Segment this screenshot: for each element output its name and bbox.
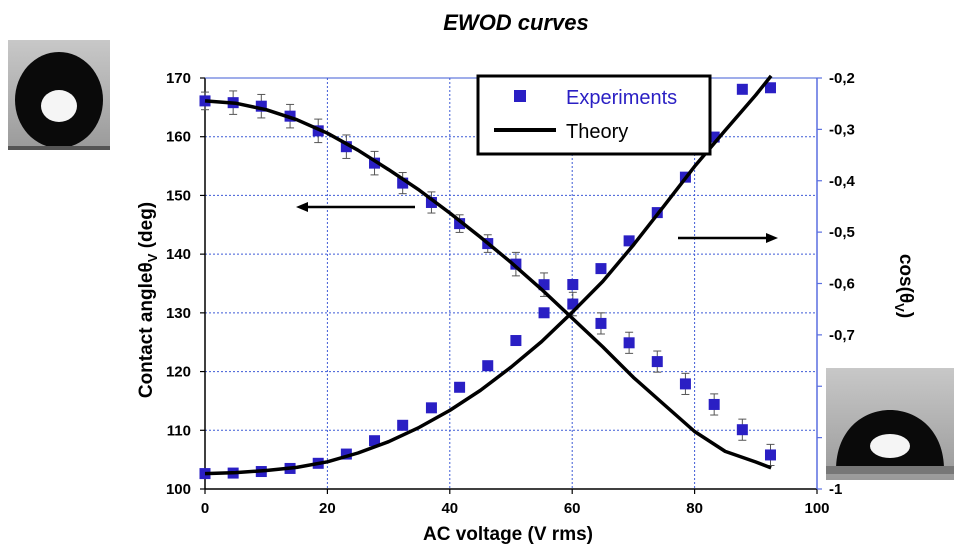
data-point-left [623,337,635,349]
x-tick-label: 80 [686,500,703,517]
chart-title: EWOD curves [443,10,589,35]
x-axis-title: AC voltage (V rms) [423,524,593,545]
y-left-tick-label: 160 [166,129,191,146]
data-point-right [454,381,466,393]
x-tick-label: 60 [564,500,581,517]
data-point-right [764,82,776,94]
y-right-title-main: cos(θ [895,254,916,303]
data-point-right [425,402,437,414]
data-point-left [397,177,409,189]
y-left-tick-label: 170 [166,70,191,87]
y-right-tick-label: -0,7 [829,327,855,344]
y-axis-left-title: Contact angleθV (deg) [136,202,160,398]
y-axis-right-title: cos(θV) [892,254,916,318]
data-point-left [567,298,579,310]
data-point-right [369,435,381,447]
data-point-left [425,196,437,208]
x-tick-label: 40 [441,500,458,517]
y-left-tick-label: 140 [166,246,191,263]
legend: Experiments Theory [476,74,712,156]
legend-label-theory: Theory [566,121,628,143]
y-left-tick-label: 100 [166,481,191,498]
legend-label-experiments: Experiments [566,87,677,109]
y-right-title-sub: V [892,303,907,312]
y-right-title-unit: ) [895,312,916,318]
arrow-left-annotation [296,202,415,212]
data-point-right [595,263,607,275]
y-left-tick-label: 120 [166,364,191,381]
data-point-left [340,141,352,153]
data-point-left [369,157,381,169]
droplet-photo-top-left [8,40,110,150]
data-point-left [764,449,776,461]
data-point-left [255,100,267,112]
y-right-tick-label: -1 [829,481,842,498]
data-point-right [623,235,635,247]
y-right-tick-label: -0,3 [829,121,855,138]
svg-text:Contact angleθV (deg): Contact angleθV (deg) [136,202,160,398]
theory-line-left [204,99,772,470]
y-left-title-unit: (deg) [136,202,157,254]
data-point-right [538,307,550,319]
data-point-left [679,378,691,390]
data-point-left [538,279,550,291]
theory-line-right [204,74,773,476]
droplet-photo-bottom-right [826,368,954,480]
data-point-right [708,131,720,143]
x-tick-label: 20 [319,500,336,517]
y-right-tick-label: -0,2 [829,70,855,87]
y-left-tick-label: 130 [166,305,191,322]
data-point-right [567,279,579,291]
data-point-right [510,335,522,347]
data-point-left [736,424,748,436]
svg-text:cos(θV): cos(θV) [892,254,916,318]
y-left-tick-label: 110 [167,422,191,439]
data-point-left [454,218,466,230]
data-point-right [340,448,352,460]
plot-area: 0 20 40 60 80 100 100 110 120 130 140 150 160 170 -1 -0… [166,70,856,517]
data-point-right [736,83,748,95]
data-point-left [651,356,663,368]
y-right-tick-label: -0,4 [829,173,856,190]
legend-marker-experiments [514,90,526,102]
y-left-title-sub: V [145,253,160,262]
data-point-right [482,360,494,372]
y-left-title-main: Contact angleθ [136,262,157,398]
y-right-tick-label: -0,6 [829,276,855,293]
data-point-left [510,258,522,270]
data-point-left [708,398,720,410]
arrow-right-annotation [678,233,778,243]
y-right-tick-label: -0,5 [829,224,855,241]
data-point-left [199,95,211,107]
data-point-right [397,419,409,431]
x-tick-label: 100 [804,500,829,517]
data-point-left [595,317,607,329]
x-tick-label: 0 [201,500,209,517]
y-left-tick-label: 150 [166,187,191,204]
